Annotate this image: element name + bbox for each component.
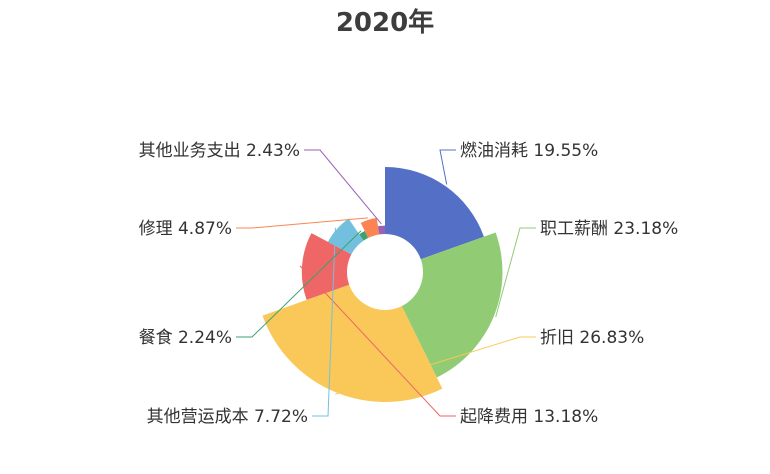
rose-slice-6[interactable] <box>359 231 369 241</box>
slice-label-7: 修理 4.87% <box>139 219 232 239</box>
leader-line-8 <box>304 149 382 225</box>
rose-slice-2[interactable] <box>401 232 503 378</box>
rose-slice-5[interactable] <box>328 218 364 255</box>
chart-title: 2020年 <box>335 8 435 38</box>
rose-slice-7[interactable] <box>360 217 380 238</box>
leader-line-5 <box>312 227 336 417</box>
leader-line-2 <box>495 227 536 318</box>
slice-label-8: 其他业务支出 2.43% <box>139 141 300 161</box>
leader-line-7 <box>236 217 368 229</box>
slice-label-4: 起降费用 13.18% <box>460 407 598 427</box>
rose-slice-4[interactable] <box>301 233 352 300</box>
slice-label-6: 餐食 2.24% <box>139 328 232 348</box>
leader-line-3 <box>335 336 536 395</box>
rose-slice-3[interactable] <box>262 284 443 402</box>
rose-slice-1[interactable] <box>385 166 484 260</box>
rose-slice-8[interactable] <box>377 225 385 235</box>
leader-line-6 <box>236 230 362 338</box>
slice-label-3: 折旧 26.83% <box>540 328 644 348</box>
slice-label-5: 其他营运成本 7.72% <box>147 407 308 427</box>
leader-line-1 <box>439 149 456 185</box>
leader-line-4 <box>299 265 456 417</box>
slice-label-2: 职工薪酬 23.18% <box>540 219 678 239</box>
slice-label-1: 燃油消耗 19.55% <box>460 141 598 161</box>
